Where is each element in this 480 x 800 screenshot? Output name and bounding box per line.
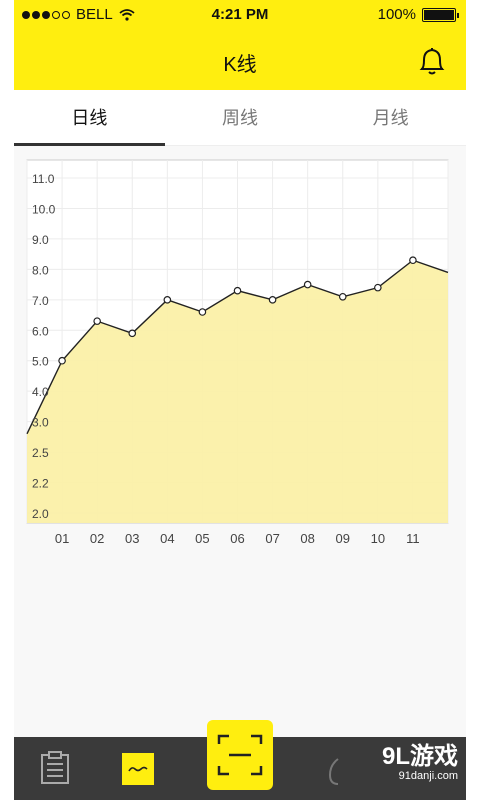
top-header: BELL 4:21 PM 100% K线 [14,0,466,90]
scan-button[interactable] [207,720,273,790]
y-tick-label: 2.2 [32,477,49,491]
wifi-icon [119,8,135,21]
y-tick-label: 2.0 [32,507,49,521]
battery-icon [422,7,459,22]
x-tick-label: 08 [300,531,314,546]
status-right: 100% [377,6,459,23]
signal-icon [22,10,70,19]
x-tick-label: 05 [195,531,209,546]
x-tick-label: 04 [160,531,174,546]
y-tick-label: 5.0 [32,355,49,369]
data-point [338,292,347,301]
data-point [409,256,417,265]
period-tabs: 日线 周线 月线 [14,90,466,146]
y-tick-label: 6.0 [32,324,49,338]
data-point [198,308,207,316]
data-point [58,356,66,365]
carrier-label: BELL [76,6,113,23]
tab-monthly[interactable]: 月线 [372,108,409,128]
x-tick-label: 07 [265,531,279,546]
data-point [163,296,172,304]
battery-percent: 100% [377,6,416,23]
data-point [374,283,382,292]
watermark-logo: 9L游戏 [381,743,458,770]
kline-chart: 2.0 2.2 2.5 3.0 4.0 5.0 6.0 7.0 8.0 9.0 10.0 11.0 01… [14,146,466,566]
bell-icon[interactable] [418,44,446,78]
x-tick-label: 06 [230,531,244,546]
x-tick-label: 03 [125,531,139,546]
watermark: 9L游戏 91danji.com [382,745,458,782]
data-point [93,317,101,325]
x-tick-label: 01 [55,531,69,546]
data-point [303,280,312,289]
page-title: K线 [223,54,257,76]
bottom-nav: 9L游戏 91danji.com [14,720,466,800]
y-tick-label: 4.0 [32,385,49,399]
list-icon[interactable] [40,751,70,785]
tab-weekly[interactable]: 周线 [222,108,258,128]
status-time: 4:21 PM [211,6,269,23]
scan-icon [217,734,263,776]
watermark-url: 91danji.com [398,770,458,782]
area-fill [27,260,448,523]
y-tick-label: 10.0 [32,202,56,216]
data-point [233,286,242,295]
tab-daily[interactable]: 日线 [14,90,165,146]
x-tick-label: 02 [90,531,104,546]
chart-svg: 2.0 2.2 2.5 3.0 4.0 5.0 6.0 7.0 8.0 9.0 10.0 11.0 01… [26,159,449,546]
x-tick-label: 09 [336,531,350,546]
y-tick-label: 2.5 [32,446,49,460]
profile-icon[interactable] [326,757,350,787]
x-tick-label: 10 [371,531,385,546]
wave-icon [128,766,148,772]
y-tick-label: 9.0 [32,233,49,247]
y-tick-label: 8.0 [32,263,49,277]
data-point [268,296,277,304]
y-tick-label: 3.0 [32,416,49,430]
data-point [128,329,137,338]
status-bar: BELL 4:21 PM 100% [14,0,466,30]
chart-tab-icon[interactable] [122,753,154,785]
y-tick-label: 11.0 [32,172,55,186]
x-tick-label: 11 [406,531,420,546]
status-left: BELL [22,6,135,23]
y-tick-label: 7.0 [32,294,49,308]
